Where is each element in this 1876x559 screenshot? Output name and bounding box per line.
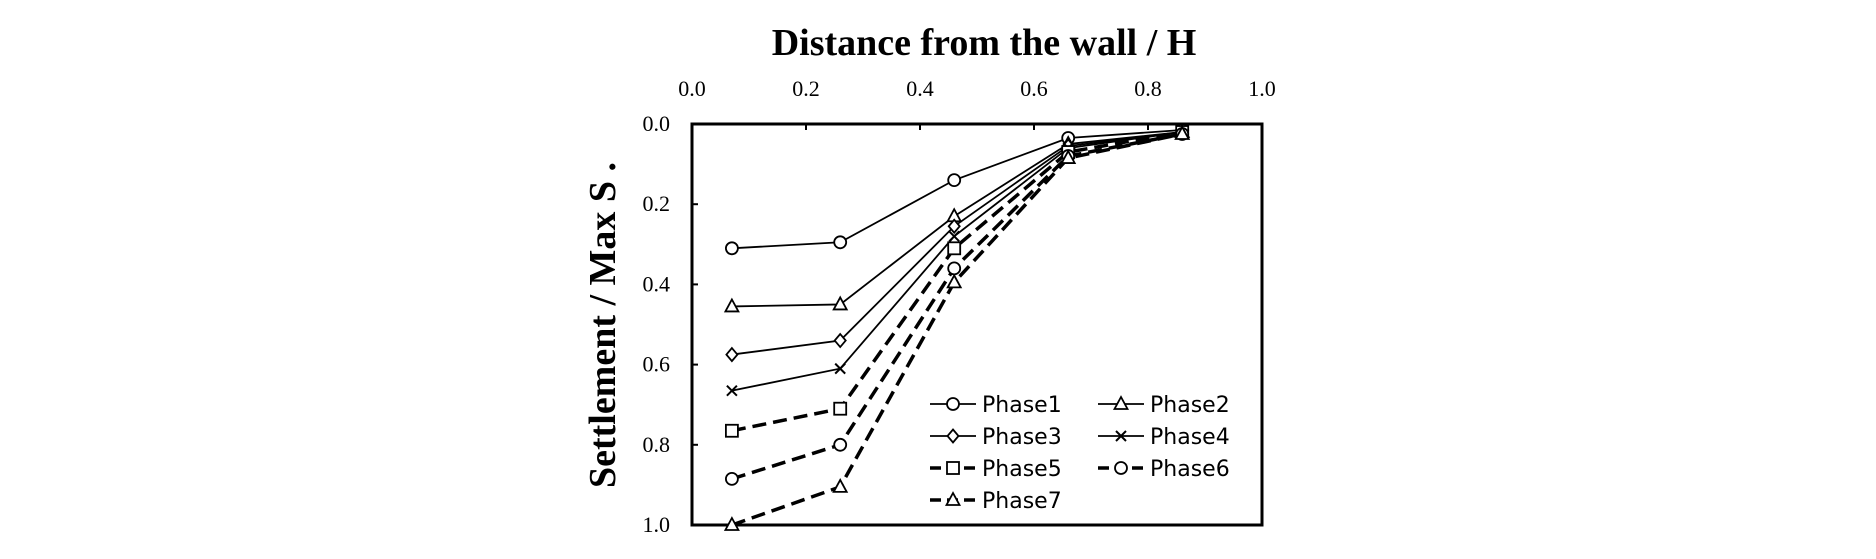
y-tick-label: 0.4 — [643, 271, 671, 296]
legend-label: Phase5 — [982, 457, 1062, 482]
data-point — [1174, 125, 1191, 140]
x-tick-label: 0.4 — [906, 76, 934, 101]
plot-area: 0.0 0.2 0.4 0.6 0.8 1.0 0.0 0.2 0.4 0.6 0.8 1.0 — [643, 76, 1276, 537]
legend-label: Phase6 — [1150, 457, 1230, 482]
y-axis-title: Settlement / Max S . — [582, 162, 624, 488]
data-point — [1060, 149, 1077, 164]
data-point — [947, 261, 962, 276]
data-point — [723, 516, 740, 531]
y-tick-label: 0.0 — [643, 111, 671, 136]
legend-marker — [946, 428, 960, 444]
series-line — [731, 131, 1183, 392]
x-tick-label: 0.0 — [678, 76, 706, 101]
data-point — [726, 384, 738, 397]
data-point — [832, 295, 849, 311]
x-tick-label: 0.8 — [1134, 76, 1162, 101]
data-point — [725, 423, 739, 438]
data-point — [833, 235, 848, 250]
data-point — [946, 273, 963, 289]
y-tick-label: 0.2 — [643, 191, 671, 216]
legend-marker — [946, 461, 960, 475]
data-point — [947, 241, 962, 256]
legend-marker — [946, 397, 960, 411]
x-axis-title: Distance from the wall / H — [772, 22, 1197, 64]
legend-marker — [1115, 430, 1127, 442]
x-tick-label: 0.2 — [792, 76, 820, 101]
legend-label: Phase1 — [982, 393, 1062, 418]
legend-label: Phase4 — [1150, 425, 1230, 450]
legend-marker — [1114, 461, 1128, 475]
data-point — [833, 401, 848, 416]
data-point — [947, 218, 961, 235]
x-tick-label: 0.6 — [1020, 76, 1048, 101]
y-tick-label: 0.8 — [643, 432, 671, 457]
data-point — [833, 437, 848, 452]
data-point — [832, 478, 849, 493]
data-point — [947, 173, 962, 188]
plot-frame — [690, 122, 1264, 527]
x-tick-label: 1.0 — [1248, 76, 1276, 101]
legend: Phase1 Phase2 Phase3 Phase4 Phase5 Phase6 Phas… — [930, 393, 1230, 514]
data-point — [834, 362, 846, 375]
legend-marker — [1112, 395, 1130, 410]
legend-marker — [944, 491, 962, 506]
y-tick-label: 1.0 — [643, 512, 671, 537]
data-point — [723, 297, 740, 313]
y-tick-label: 0.6 — [643, 352, 671, 377]
data-point — [833, 332, 847, 349]
data-point — [948, 230, 960, 242]
data-point — [725, 241, 739, 256]
legend-label: Phase3 — [982, 425, 1062, 450]
data-point — [725, 471, 739, 486]
data-point — [725, 346, 739, 363]
legend-label: Phase2 — [1150, 393, 1230, 418]
legend-label: Phase7 — [982, 489, 1062, 514]
